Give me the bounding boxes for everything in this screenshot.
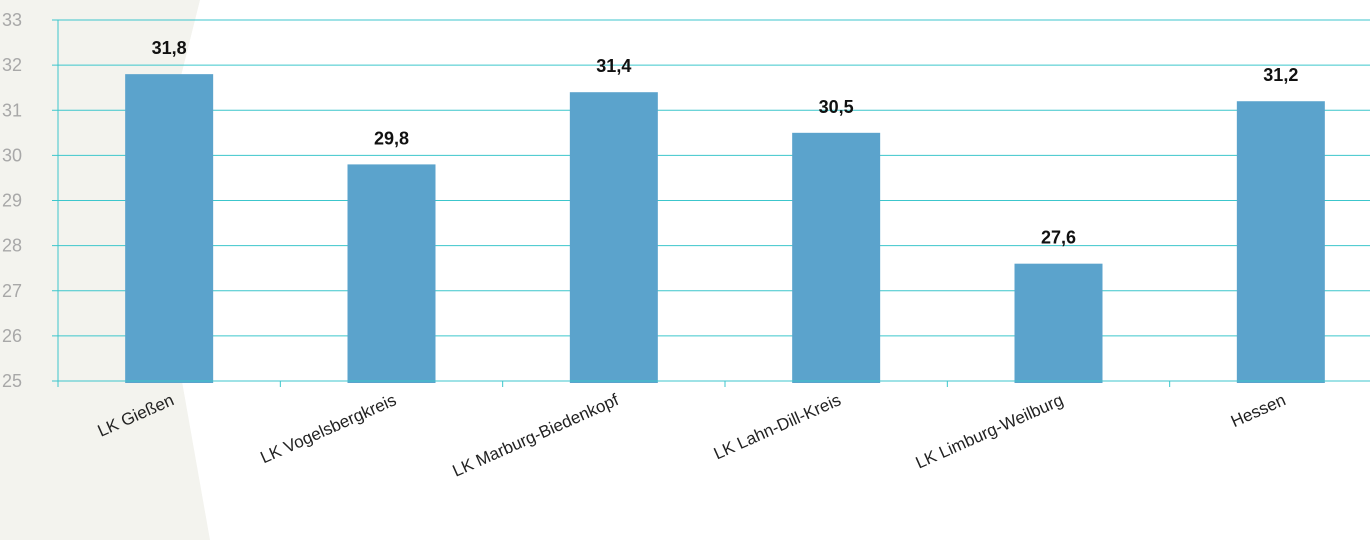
bar xyxy=(1014,263,1103,383)
x-axis xyxy=(57,380,1370,387)
bar xyxy=(792,132,881,383)
x-tick-label: LK Vogelsbergkreis xyxy=(258,390,400,467)
y-tick-label: 28 xyxy=(2,236,22,256)
y-tick-label: 33 xyxy=(2,10,22,30)
data-label: 30,5 xyxy=(819,97,854,117)
data-label: 31,2 xyxy=(1263,65,1298,85)
y-tick-label: 32 xyxy=(2,55,22,75)
x-tick-label: LK Marburg-Biedenkopf xyxy=(450,390,622,480)
data-label: 27,6 xyxy=(1041,228,1076,248)
x-tick-label: Hessen xyxy=(1228,390,1288,431)
y-tick-label: 30 xyxy=(2,145,22,165)
y-tick-label: 31 xyxy=(2,100,22,120)
x-tick-label: LK Limburg-Weilburg xyxy=(913,390,1066,472)
data-label: 29,8 xyxy=(374,128,409,148)
data-labels: 31,8 29,8 31,4 30,5 27,6 31,2 xyxy=(152,38,1299,248)
y-tick-label: 26 xyxy=(2,326,22,346)
bar xyxy=(125,74,214,384)
bars xyxy=(125,74,1325,384)
x-tick-label: LK Lahn-Dill-Kreis xyxy=(711,390,844,463)
y-tick-label: 29 xyxy=(2,191,22,211)
gridlines xyxy=(52,19,1370,382)
bar xyxy=(1236,101,1325,383)
data-label: 31,4 xyxy=(596,56,631,76)
data-label: 31,8 xyxy=(152,38,187,58)
bar xyxy=(347,164,436,383)
x-axis-tick-labels: LK Gießen LK Vogelsbergkreis LK Marburg-Bi… xyxy=(95,390,1289,480)
bar xyxy=(569,92,658,383)
y-tick-label: 25 xyxy=(2,371,22,391)
y-axis-tick-labels: 25 26 27 28 29 30 31 32 33 xyxy=(2,10,22,391)
y-tick-label: 27 xyxy=(2,281,22,301)
